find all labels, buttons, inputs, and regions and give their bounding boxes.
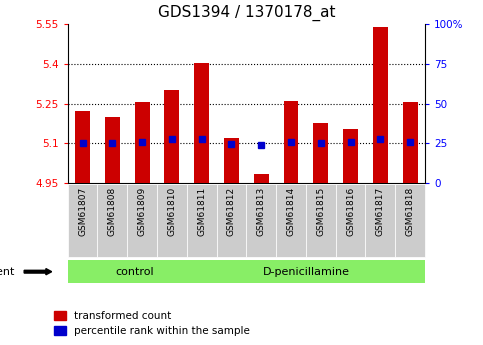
Bar (135, 102, 150, 183)
Text: GSM61811: GSM61811 (197, 187, 206, 236)
Text: control: control (115, 267, 154, 277)
Bar (366, 184, 395, 257)
Text: D-penicillamine: D-penicillamine (262, 267, 349, 277)
Bar (306, 184, 336, 257)
Bar (187, 184, 216, 257)
Text: GSM61809: GSM61809 (138, 187, 146, 236)
Bar (403, 102, 418, 183)
Text: GSM61810: GSM61810 (168, 187, 176, 236)
Bar (246, 184, 276, 257)
Bar (373, 27, 388, 183)
Text: GSM61818: GSM61818 (406, 187, 414, 236)
Bar (68, 184, 98, 257)
Bar (105, 117, 120, 183)
Text: GSM61817: GSM61817 (376, 187, 385, 236)
Bar (164, 90, 179, 183)
Bar (187, 260, 425, 283)
Bar (343, 129, 358, 183)
Bar (157, 184, 187, 257)
Text: GSM61816: GSM61816 (346, 187, 355, 236)
Text: agent: agent (0, 267, 14, 277)
Bar (194, 62, 209, 183)
Bar (284, 101, 298, 183)
Bar (336, 184, 366, 257)
Text: GSM61812: GSM61812 (227, 187, 236, 236)
Bar (75, 111, 90, 183)
Text: GSM61814: GSM61814 (286, 187, 296, 236)
Bar (313, 124, 328, 183)
Text: GSM61808: GSM61808 (108, 187, 117, 236)
Title: GDS1394 / 1370178_at: GDS1394 / 1370178_at (157, 5, 335, 21)
Bar (216, 184, 246, 257)
Bar (395, 184, 425, 257)
Bar (276, 184, 306, 257)
Bar (254, 174, 269, 183)
Bar (224, 138, 239, 183)
Text: GSM61813: GSM61813 (257, 187, 266, 236)
Text: GSM61815: GSM61815 (316, 187, 325, 236)
Bar (98, 184, 127, 257)
Text: GSM61807: GSM61807 (78, 187, 87, 236)
Bar (127, 184, 157, 257)
Legend: transformed count, percentile rank within the sample: transformed count, percentile rank withi… (54, 311, 250, 336)
Bar (68, 260, 187, 283)
